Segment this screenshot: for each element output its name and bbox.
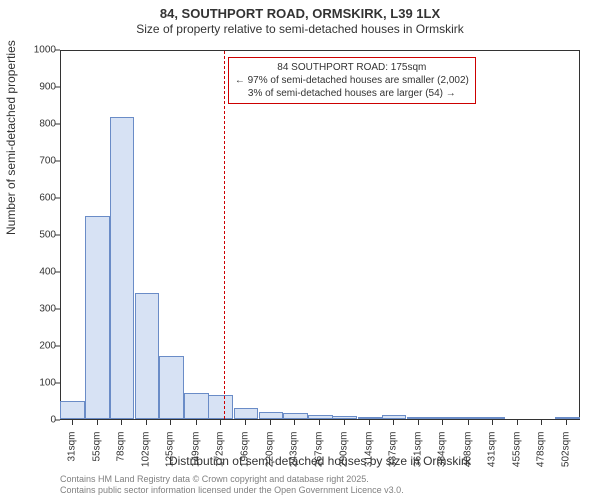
histogram-bar [259, 412, 284, 419]
histogram-bar [85, 216, 110, 420]
chart-container: 84, SOUTHPORT ROAD, ORMSKIRK, L39 1LX Si… [0, 0, 600, 500]
x-tick-label: 267sqm [314, 432, 325, 472]
y-tick-label: 0 [16, 415, 56, 426]
x-tick-label: 220sqm [265, 432, 276, 472]
y-tick-label: 200 [16, 341, 56, 352]
footer-line1: Contains HM Land Registry data © Crown c… [60, 474, 404, 485]
x-tick-mark [294, 420, 295, 425]
x-tick-label: 31sqm [66, 432, 77, 472]
y-tick-label: 700 [16, 156, 56, 167]
x-tick-label: 455sqm [511, 432, 522, 472]
histogram-bar [283, 413, 308, 419]
x-tick-mark [220, 420, 221, 425]
histogram-bar [308, 415, 333, 419]
x-tick-mark [146, 420, 147, 425]
histogram-bar [60, 401, 85, 420]
histogram-bar [382, 415, 407, 419]
x-tick-label: 478sqm [536, 432, 547, 472]
y-tick-mark [55, 198, 60, 199]
y-tick-label: 1000 [16, 45, 56, 56]
y-tick-mark [55, 161, 60, 162]
x-tick-label: 149sqm [190, 432, 201, 472]
x-tick-mark [245, 420, 246, 425]
histogram-bar [407, 417, 432, 419]
histogram-bar [208, 395, 233, 419]
x-tick-label: 55sqm [91, 432, 102, 472]
y-tick-mark [55, 235, 60, 236]
histogram-bar [159, 356, 184, 419]
y-tick-label: 400 [16, 267, 56, 278]
x-tick-mark [468, 420, 469, 425]
title-line2: Size of property relative to semi-detach… [0, 22, 600, 37]
x-tick-mark [121, 420, 122, 425]
x-tick-mark [369, 420, 370, 425]
x-tick-label: 290sqm [338, 432, 349, 472]
x-tick-label: 337sqm [388, 432, 399, 472]
y-tick-mark [55, 87, 60, 88]
footer-line2: Contains public sector information licen… [60, 485, 404, 496]
x-tick-mark [541, 420, 542, 425]
histogram-bar [555, 417, 580, 419]
x-tick-mark [72, 420, 73, 425]
chart-title: 84, SOUTHPORT ROAD, ORMSKIRK, L39 1LX Si… [0, 0, 600, 37]
x-tick-label: 172sqm [214, 432, 225, 472]
footer-attribution: Contains HM Land Registry data © Crown c… [60, 474, 404, 496]
annotation-line2: ← 97% of semi-detached houses are smalle… [235, 74, 469, 87]
x-tick-mark [517, 420, 518, 425]
x-tick-mark [566, 420, 567, 425]
x-tick-label: 408sqm [462, 432, 473, 472]
histogram-bar [480, 417, 505, 419]
x-tick-label: 431sqm [486, 432, 497, 472]
y-tick-label: 900 [16, 82, 56, 93]
y-tick-label: 100 [16, 378, 56, 389]
y-tick-label: 500 [16, 230, 56, 241]
x-tick-mark [492, 420, 493, 425]
x-tick-mark [170, 420, 171, 425]
y-tick-mark [55, 383, 60, 384]
x-tick-label: 314sqm [363, 432, 374, 472]
y-tick-mark [55, 124, 60, 125]
x-tick-label: 78sqm [115, 432, 126, 472]
histogram-bar [456, 417, 481, 419]
x-tick-label: 243sqm [289, 432, 300, 472]
histogram-bar [184, 393, 209, 419]
x-tick-mark [196, 420, 197, 425]
annotation-box: 84 SOUTHPORT ROAD: 175sqm ← 97% of semi-… [228, 57, 476, 104]
y-tick-mark [55, 420, 60, 421]
x-tick-label: 102sqm [141, 432, 152, 472]
x-tick-label: 196sqm [239, 432, 250, 472]
y-tick-label: 300 [16, 304, 56, 315]
histogram-bar [332, 416, 357, 419]
plot-area: 84 SOUTHPORT ROAD: 175sqm ← 97% of semi-… [60, 50, 580, 420]
x-tick-mark [442, 420, 443, 425]
histogram-bar [110, 117, 135, 419]
histogram-bar [431, 417, 456, 419]
x-tick-mark [319, 420, 320, 425]
x-tick-label: 361sqm [413, 432, 424, 472]
x-tick-mark [393, 420, 394, 425]
x-tick-mark [418, 420, 419, 425]
histogram-bar [135, 293, 160, 419]
histogram-bar [358, 417, 383, 419]
annotation-line3: 3% of semi-detached houses are larger (5… [235, 87, 469, 100]
y-axis-label: Number of semi-detached properties [4, 40, 18, 235]
x-tick-label: 502sqm [561, 432, 572, 472]
reference-line [224, 51, 225, 419]
x-tick-label: 384sqm [437, 432, 448, 472]
y-tick-mark [55, 309, 60, 310]
annotation-line1: 84 SOUTHPORT ROAD: 175sqm [235, 61, 469, 74]
y-tick-label: 600 [16, 193, 56, 204]
y-tick-mark [55, 346, 60, 347]
y-tick-mark [55, 272, 60, 273]
x-tick-mark [97, 420, 98, 425]
x-tick-label: 125sqm [165, 432, 176, 472]
y-tick-label: 800 [16, 119, 56, 130]
histogram-bar [234, 408, 259, 419]
x-tick-mark [344, 420, 345, 425]
x-tick-mark [270, 420, 271, 425]
title-line1: 84, SOUTHPORT ROAD, ORMSKIRK, L39 1LX [0, 6, 600, 22]
y-tick-mark [55, 50, 60, 51]
